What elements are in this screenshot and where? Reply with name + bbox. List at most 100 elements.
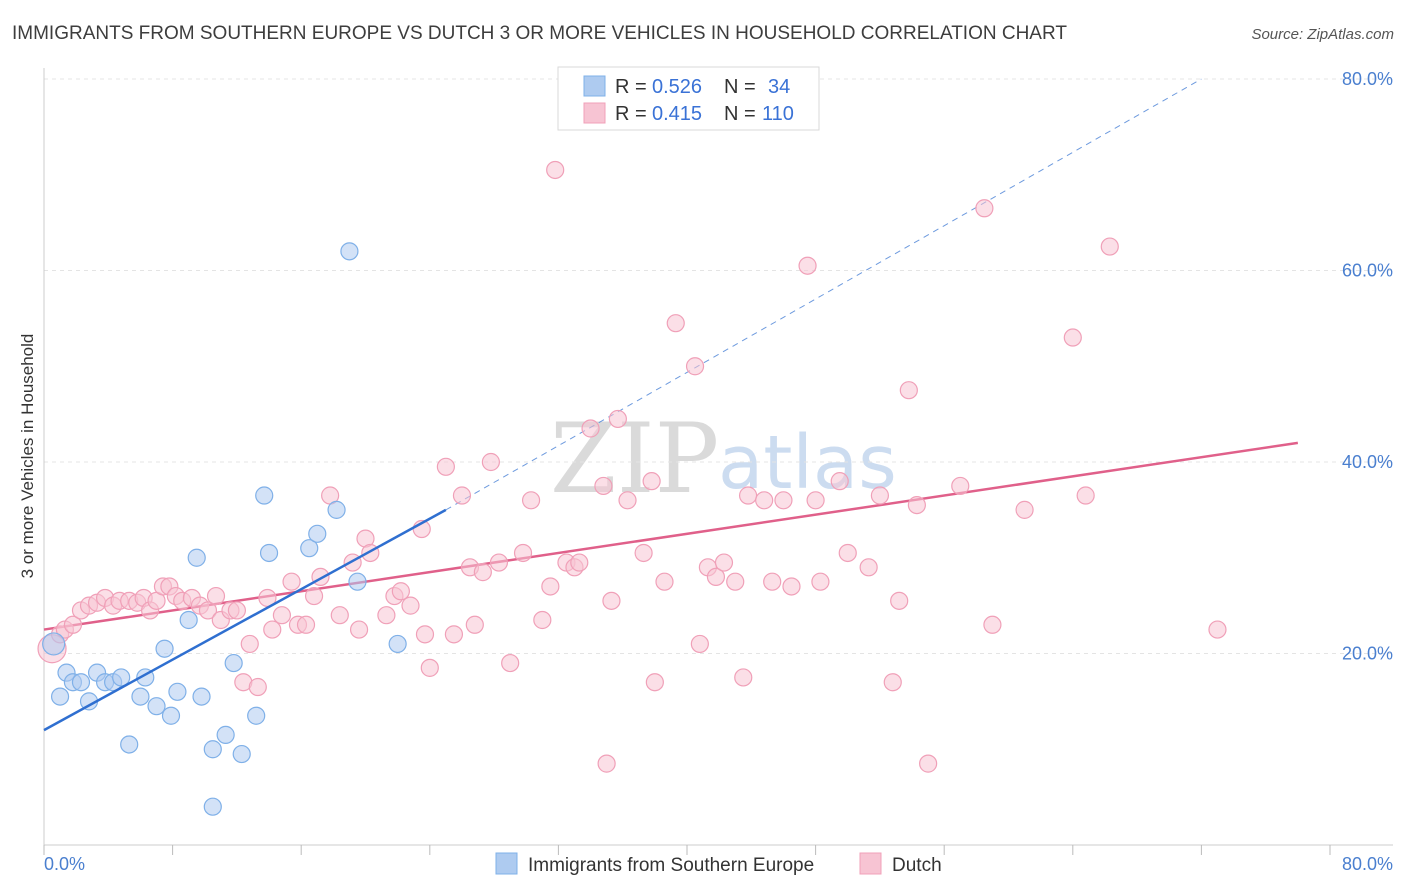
point-dutch-55 <box>473 563 492 582</box>
point-dutch-51 <box>444 625 464 644</box>
legend-r-value-2: 0.415 <box>652 103 702 125</box>
point-immigrants-9 <box>112 668 131 687</box>
point-dutch-87 <box>763 572 782 591</box>
point-dutch-108 <box>1100 237 1119 256</box>
point-dutch-62 <box>541 577 560 596</box>
y-tick-label-80: 80.0% <box>1342 69 1393 89</box>
x-tick-label-max: 80.0% <box>1342 854 1393 874</box>
point-immigrants-33 <box>388 634 407 654</box>
point-immigrants-15 <box>161 706 181 725</box>
point-dutch-73 <box>634 543 653 563</box>
point-immigrants-16 <box>168 682 187 701</box>
legend-r-label-2: R = <box>615 103 647 125</box>
point-dutch-96 <box>870 486 890 505</box>
point-dutch-86 <box>755 491 774 510</box>
point-dutch-50 <box>436 457 455 476</box>
point-dutch-103 <box>975 199 994 218</box>
point-immigrants-32 <box>348 572 367 591</box>
point-dutch-54 <box>465 615 484 634</box>
point-dutch-101 <box>919 754 938 773</box>
x-tick-label-min: 0.0% <box>44 854 85 874</box>
point-immigrants-1 <box>50 687 70 706</box>
point-dutch-71 <box>608 409 627 429</box>
point-dutch-59 <box>513 543 533 563</box>
point-immigrants-29 <box>308 524 327 543</box>
point-immigrants-25 <box>247 706 266 725</box>
trend-line-dutch <box>43 441 1299 631</box>
point-dutch-94 <box>838 543 857 563</box>
point-dutch-25 <box>227 601 246 620</box>
point-dutch-3 <box>63 615 83 634</box>
y-axis-label: 3 or more Vehicles in Household <box>18 334 37 579</box>
point-dutch-107 <box>1076 486 1095 505</box>
point-dutch-56 <box>481 452 500 472</box>
point-dutch-90 <box>798 256 817 275</box>
point-immigrants-20 <box>203 740 222 759</box>
trend-line-immigrants-extension <box>445 78 1202 511</box>
bottom-legend-label-dutch: Dutch <box>892 855 942 876</box>
legend-swatch-immigrants <box>583 75 606 97</box>
point-dutch-52 <box>452 486 472 505</box>
legend-r-label-1: R = <box>615 76 647 98</box>
point-dutch-34 <box>296 615 316 634</box>
point-immigrants-4 <box>71 673 91 692</box>
point-dutch-77 <box>666 314 685 333</box>
point-dutch-67 <box>581 419 600 438</box>
legend-box: R = 0.526 N = 34 R = 0.415 N = 110 <box>557 66 820 131</box>
point-dutch-40 <box>349 620 369 639</box>
point-immigrants-28 <box>300 539 319 558</box>
point-dutch-83 <box>726 572 745 591</box>
point-dutch-81 <box>706 567 726 587</box>
series-immigrants <box>42 242 407 816</box>
point-dutch-82 <box>714 553 734 572</box>
point-immigrants-14 <box>155 639 174 658</box>
legend-n-label-2: N = <box>724 103 756 125</box>
point-immigrants-26 <box>255 486 274 505</box>
point-dutch-68 <box>594 476 613 496</box>
series-dutch <box>37 160 1227 773</box>
point-dutch-38 <box>330 606 349 625</box>
point-dutch-74 <box>642 472 661 491</box>
point-dutch-98 <box>890 591 909 610</box>
point-dutch-91 <box>806 491 825 510</box>
point-dutch-46 <box>401 596 420 615</box>
trend-line-immigrants <box>43 508 447 732</box>
point-dutch-61 <box>533 610 552 630</box>
point-dutch-57 <box>489 553 509 572</box>
point-immigrants-23 <box>224 653 243 673</box>
watermark: ZIP atlas <box>550 403 897 515</box>
y-tick-label-20: 20.0% <box>1342 644 1393 664</box>
chart-title: IMMIGRANTS FROM SOUTHERN EUROPE VS DUTCH… <box>12 23 1067 44</box>
point-dutch-79 <box>690 634 709 654</box>
point-dutch-84 <box>734 668 753 687</box>
y-tick-label-40: 40.0% <box>1342 452 1393 472</box>
point-dutch-31 <box>272 606 292 625</box>
point-immigrants-17 <box>179 610 198 630</box>
point-immigrants-24 <box>232 744 251 764</box>
point-dutch-93 <box>830 472 849 491</box>
bottom-legend: Immigrants from Southern Europe Dutch <box>495 852 942 876</box>
legend-n-value-1: 34 <box>768 76 790 98</box>
point-dutch-88 <box>774 491 793 510</box>
bottom-legend-label-immigrants: Immigrants from Southern Europe <box>528 855 814 876</box>
bottom-legend-swatch-dutch <box>859 852 882 875</box>
point-dutch-95 <box>859 558 878 577</box>
point-dutch-104 <box>983 615 1002 634</box>
point-dutch-109 <box>1208 620 1227 639</box>
point-dutch-58 <box>501 653 520 673</box>
point-dutch-48 <box>415 625 435 644</box>
y-tick-labels: 20.0% 40.0% 60.0% 80.0% <box>1342 69 1393 664</box>
point-dutch-27 <box>240 634 259 654</box>
point-dutch-92 <box>811 572 830 591</box>
point-dutch-75 <box>645 673 664 692</box>
chart-source: Source: ZipAtlas.com <box>1251 26 1394 43</box>
point-dutch-97 <box>883 673 902 692</box>
point-dutch-66 <box>570 553 589 572</box>
point-immigrants-21 <box>203 797 222 816</box>
point-dutch-78 <box>685 357 705 376</box>
legend-r-value-1: 0.526 <box>652 76 702 98</box>
legend-n-value-2: 110 <box>762 103 794 125</box>
bottom-legend-swatch-immigrants <box>495 852 518 875</box>
point-dutch-99 <box>899 381 918 400</box>
point-dutch-70 <box>602 591 621 610</box>
